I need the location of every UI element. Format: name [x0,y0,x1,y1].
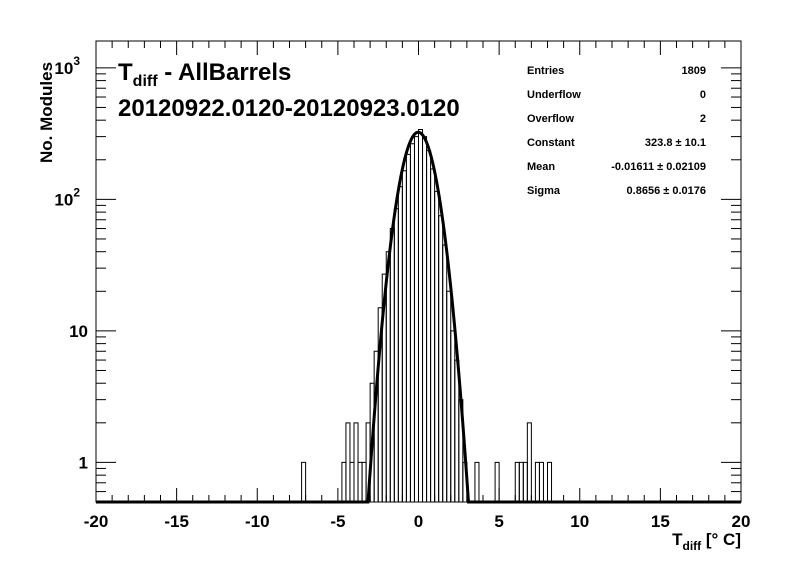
y-tick-label: 102 [54,185,80,209]
y-tick-label: 10 [69,322,88,341]
histogram-bin [494,461,500,502]
stats-label: Underflow [527,89,581,101]
stats-value: 323.8 ± 10.1 [645,137,706,149]
stats-label: Constant [527,137,575,149]
x-tick-label: 15 [651,512,670,531]
stats-box: Entries 1809 Underflow 0 Overflow 2 Constant 32… [527,65,706,197]
stats-label: Mean [527,161,555,173]
x-tick-label: -20 [84,512,109,531]
chart-title-line2: 20120922.0120-20120923.0120 [118,95,460,122]
histogram-bin [547,461,553,502]
stats-label: Entries [527,65,564,77]
stats-value: 2 [700,113,706,125]
x-tick-label: 20 [732,512,751,531]
gaussian-fit-line [96,130,741,504]
histogram-bin [526,422,532,502]
stats-value: 0.8656 ± 0.0176 [627,185,706,197]
y-tick-label: 103 [54,54,80,78]
histogram-bin [301,461,307,502]
stats-label: Sigma [527,185,561,197]
y-axis-label: No. Modules [37,62,56,163]
x-tick-label: -15 [164,512,189,531]
stats-value: -0.01611 ± 0.02109 [611,161,706,173]
stats-value: 1809 [682,65,706,77]
x-axis-label: Tdiff [° C] [672,530,741,553]
x-tick-label: -10 [245,512,270,531]
x-tick-label: 0 [414,512,423,531]
histogram-bin [474,461,480,502]
stats-label: Overflow [527,113,575,125]
stats-value: 0 [700,89,706,101]
y-tick-label: 1 [79,453,88,472]
x-tick-label: 10 [570,512,589,531]
chart-title-line1: Tdiff - AllBarrels [118,59,291,90]
x-tick-label: -5 [330,512,345,531]
x-tick-label: 5 [494,512,503,531]
histogram-bin [538,461,544,502]
